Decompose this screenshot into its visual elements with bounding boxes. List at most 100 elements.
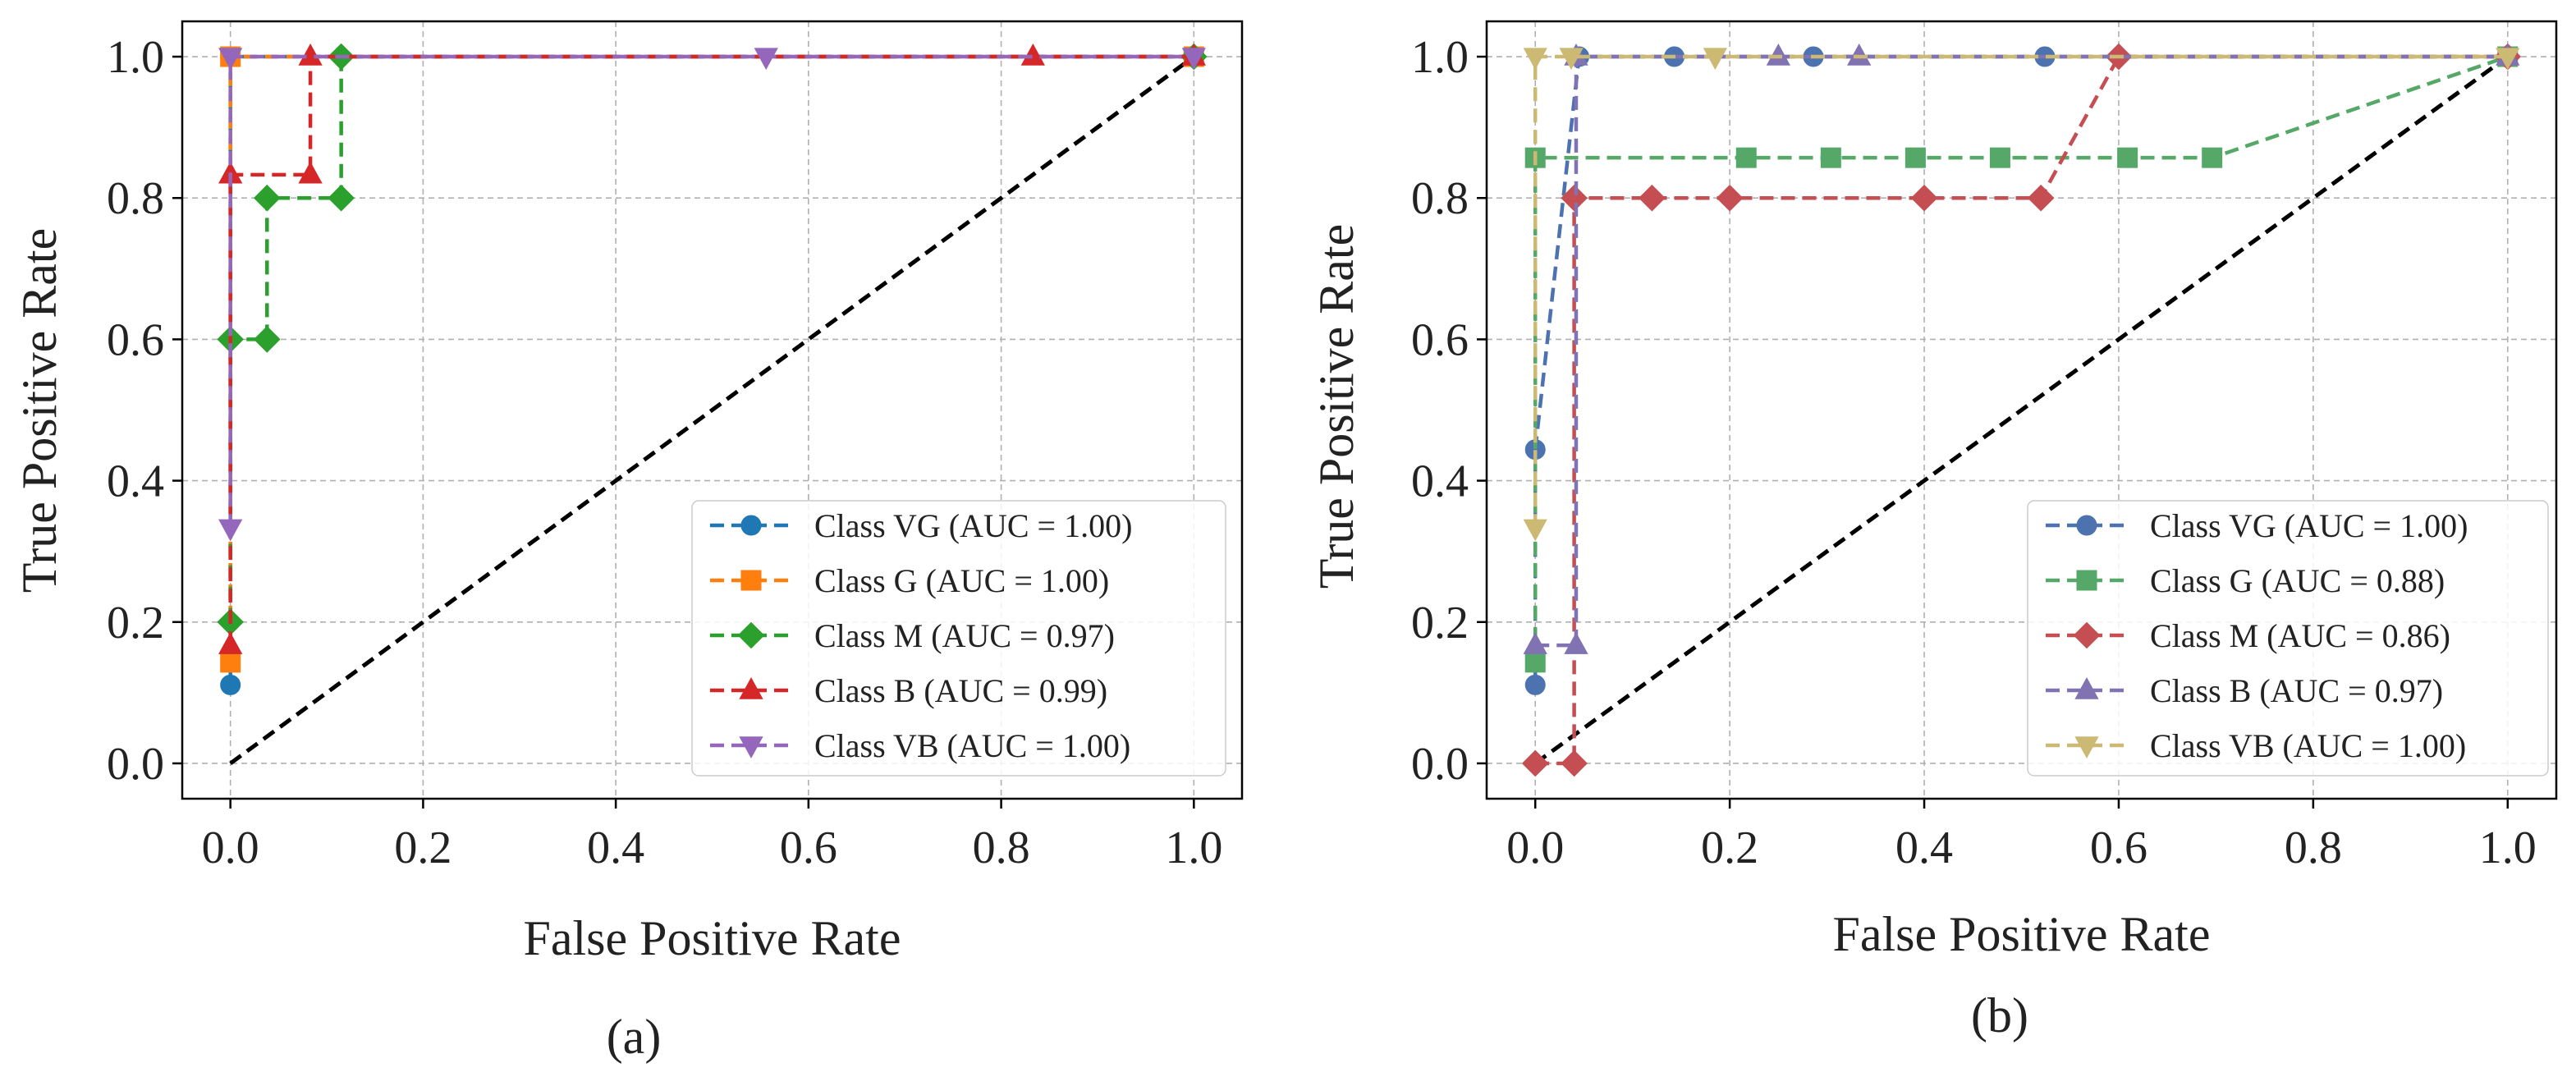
legend-entry: Class B (AUC = 0.99) xyxy=(814,672,1107,709)
x-tick-label: 0.8 xyxy=(973,823,1030,873)
legend-marker xyxy=(737,621,765,649)
y-tick-label: 1.0 xyxy=(1411,32,1469,83)
diagonal-chance-line xyxy=(229,55,1195,765)
data-point xyxy=(253,184,281,212)
legend-entry: Class G (AUC = 1.00) xyxy=(814,562,1109,599)
legend: Class VG (AUC = 1.00) Class G (AUC = 0.88… xyxy=(2027,500,2549,777)
series-line xyxy=(228,54,1194,529)
data-point xyxy=(1703,48,1728,71)
data-point xyxy=(1910,184,1938,212)
y-tick-label: 0.2 xyxy=(107,598,164,648)
data-point xyxy=(1904,147,1926,168)
legend-marker xyxy=(739,736,763,759)
data-point xyxy=(1847,44,1872,66)
data-point xyxy=(218,632,243,654)
x-axis-label: False Positive Rate xyxy=(524,911,901,965)
x-axis-label: False Positive Rate xyxy=(1833,907,2211,961)
series-line xyxy=(228,54,1194,646)
data-point xyxy=(1524,652,1546,673)
series-4 xyxy=(1523,48,2520,542)
legend-entry: Class M (AUC = 0.86) xyxy=(2150,617,2450,654)
x-tick-label: 0.2 xyxy=(1701,823,1758,873)
y-tick-label: 0.8 xyxy=(107,173,164,224)
data-point xyxy=(1820,147,1841,168)
x-tick-label: 0.0 xyxy=(202,823,259,873)
data-point xyxy=(220,652,241,673)
data-point xyxy=(1716,184,1744,212)
data-point xyxy=(1989,147,2010,168)
x-tick-label: 0.0 xyxy=(1506,823,1564,873)
series-4 xyxy=(218,48,1206,542)
data-point xyxy=(2496,48,2520,71)
legend-entry: Class B (AUC = 0.97) xyxy=(2150,672,2443,709)
y-tick-label: 0.4 xyxy=(107,456,164,507)
y-axis-label: True Positive Rate xyxy=(12,228,66,593)
legend-box xyxy=(2027,500,2549,777)
legend-marker xyxy=(739,676,763,699)
y-tick-label: 0.4 xyxy=(1411,456,1469,507)
data-point xyxy=(1521,749,1549,777)
data-point xyxy=(1559,48,1584,71)
data-point xyxy=(1020,44,1045,66)
x-tick-label: 0.6 xyxy=(780,823,837,873)
roc-panel-b: 0.0 0.2 0.4 0.6 0.8 1.0 0.0 0.2 0.4 0.6 0.8 1.0 Fals… xyxy=(1309,20,2558,1042)
y-tick-label: 0.6 xyxy=(107,314,164,365)
legend-marker xyxy=(2074,676,2099,699)
data-point xyxy=(253,326,281,353)
panel-caption: (b) xyxy=(1971,988,2028,1042)
data-point xyxy=(2117,147,2138,168)
data-point xyxy=(220,674,241,695)
plot-frame xyxy=(1485,20,2558,800)
legend-marker xyxy=(2073,621,2101,649)
y-tick-label: 0.8 xyxy=(1411,173,1469,224)
data-point xyxy=(2202,147,2223,168)
data-point xyxy=(1523,519,1547,542)
x-tick-label: 0.6 xyxy=(2090,823,2147,873)
y-tick-label: 0.0 xyxy=(107,739,164,790)
legend-marker xyxy=(2076,515,2097,536)
x-tick-label: 1.0 xyxy=(2479,823,2537,873)
data-point xyxy=(1735,147,1757,168)
data-point xyxy=(298,44,323,66)
data-point xyxy=(1561,749,1588,777)
x-tick-label: 0.8 xyxy=(2285,823,2342,873)
data-point xyxy=(2027,184,2055,212)
legend-marker xyxy=(740,570,762,591)
x-tick-label: 1.0 xyxy=(1165,823,1222,873)
legend-entry: Class G (AUC = 0.88) xyxy=(2150,562,2445,599)
diagonal-chance-line xyxy=(1533,55,2510,765)
data-point xyxy=(218,519,243,542)
y-axis-label: True Positive Rate xyxy=(1309,224,1364,589)
data-point xyxy=(1561,184,1588,212)
data-point xyxy=(1524,674,1546,695)
plot-frame xyxy=(181,20,1244,800)
panel-caption: (a) xyxy=(607,1010,662,1064)
data-point xyxy=(1564,632,1588,654)
legend: Class VG (AUC = 1.00) Class G (AUC = 1.00… xyxy=(691,500,1226,777)
data-point xyxy=(1639,184,1666,212)
x-tick-label: 0.4 xyxy=(1895,823,1953,873)
legend-marker xyxy=(2074,736,2099,759)
data-point xyxy=(754,48,778,71)
legend-marker xyxy=(740,515,762,536)
legend-entry: Class VG (AUC = 1.00) xyxy=(2150,507,2468,544)
y-tick-label: 0.6 xyxy=(1411,314,1469,365)
data-point xyxy=(1181,48,1206,71)
data-point xyxy=(1523,632,1547,654)
data-point xyxy=(298,161,323,184)
legend-entry: Class VB (AUC = 1.00) xyxy=(2150,727,2466,764)
data-point xyxy=(218,48,243,71)
x-tick-label: 0.4 xyxy=(587,823,644,873)
legend-entry: Class VG (AUC = 1.00) xyxy=(814,507,1132,544)
y-tick-label: 1.0 xyxy=(107,32,164,83)
y-tick-label: 0.2 xyxy=(1411,598,1469,648)
legend-box xyxy=(691,500,1226,777)
series-1 xyxy=(1524,46,2519,673)
legend-entry: Class VB (AUC = 1.00) xyxy=(814,727,1130,764)
x-tick-label: 0.2 xyxy=(394,823,451,873)
data-point xyxy=(1766,44,1791,66)
legend-marker xyxy=(2076,570,2097,591)
data-point xyxy=(1523,48,1547,71)
y-tick-label: 0.0 xyxy=(1411,739,1469,790)
